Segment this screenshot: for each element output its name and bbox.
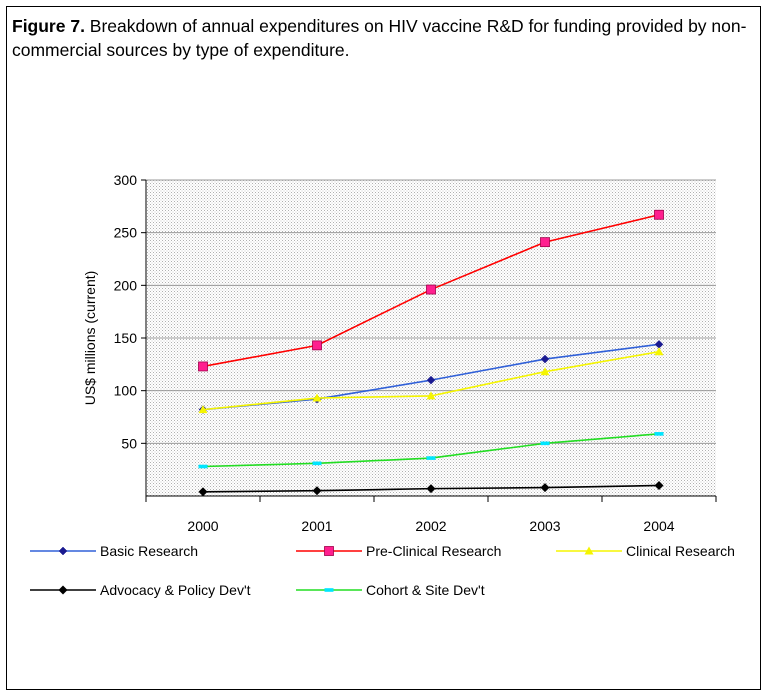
data-point (426, 375, 436, 385)
legend-label: Cohort & Site Dev't (366, 582, 485, 598)
y-tick-label: 250 (114, 225, 138, 241)
data-point (654, 209, 664, 220)
x-tick-label: 2000 (187, 518, 218, 534)
data-point (312, 340, 322, 351)
x-tick-label: 2004 (643, 518, 674, 534)
data-point (426, 456, 436, 460)
x-tick-label: 2003 (529, 518, 560, 534)
figure-label: Figure 7. (12, 16, 85, 36)
y-tick-label: 300 (114, 172, 138, 188)
data-point (540, 354, 550, 364)
data-point (426, 484, 436, 494)
data-point (312, 486, 322, 496)
x-tick-label: 2001 (301, 518, 332, 534)
x-tick-label: 2002 (415, 518, 446, 534)
data-point (198, 361, 208, 372)
data-point (540, 237, 550, 248)
figure-caption: Figure 7. Breakdown of annual expenditur… (12, 14, 752, 62)
data-point (312, 393, 322, 402)
data-point (540, 367, 550, 376)
legend-label: Advocacy & Policy Dev't (100, 582, 251, 598)
y-axis-label: US$ millions (current) (82, 271, 98, 406)
data-point (198, 487, 208, 497)
y-tick-label: 50 (121, 435, 137, 451)
figure-caption-text: Breakdown of annual expenditures on HIV … (12, 16, 747, 60)
data-point (654, 347, 664, 356)
legend-label: Clinical Research (626, 543, 735, 559)
legend-label: Pre-Clinical Research (366, 543, 501, 559)
legend-marker (324, 588, 334, 592)
data-point (198, 405, 208, 414)
data-point (426, 284, 436, 295)
data-point (654, 480, 664, 490)
data-point (540, 483, 550, 493)
data-point (198, 464, 208, 469)
data-point (540, 441, 550, 446)
legend-marker (324, 546, 334, 556)
legend-label: Basic Research (100, 543, 198, 559)
y-tick-label: 200 (114, 277, 138, 293)
legend-marker (58, 546, 68, 556)
data-point (654, 432, 664, 436)
legend-marker (584, 546, 594, 555)
data-point (426, 391, 436, 400)
y-tick-label: 150 (114, 330, 138, 346)
y-tick-label: 100 (114, 383, 138, 399)
legend-marker (58, 585, 68, 595)
data-point (312, 461, 322, 466)
